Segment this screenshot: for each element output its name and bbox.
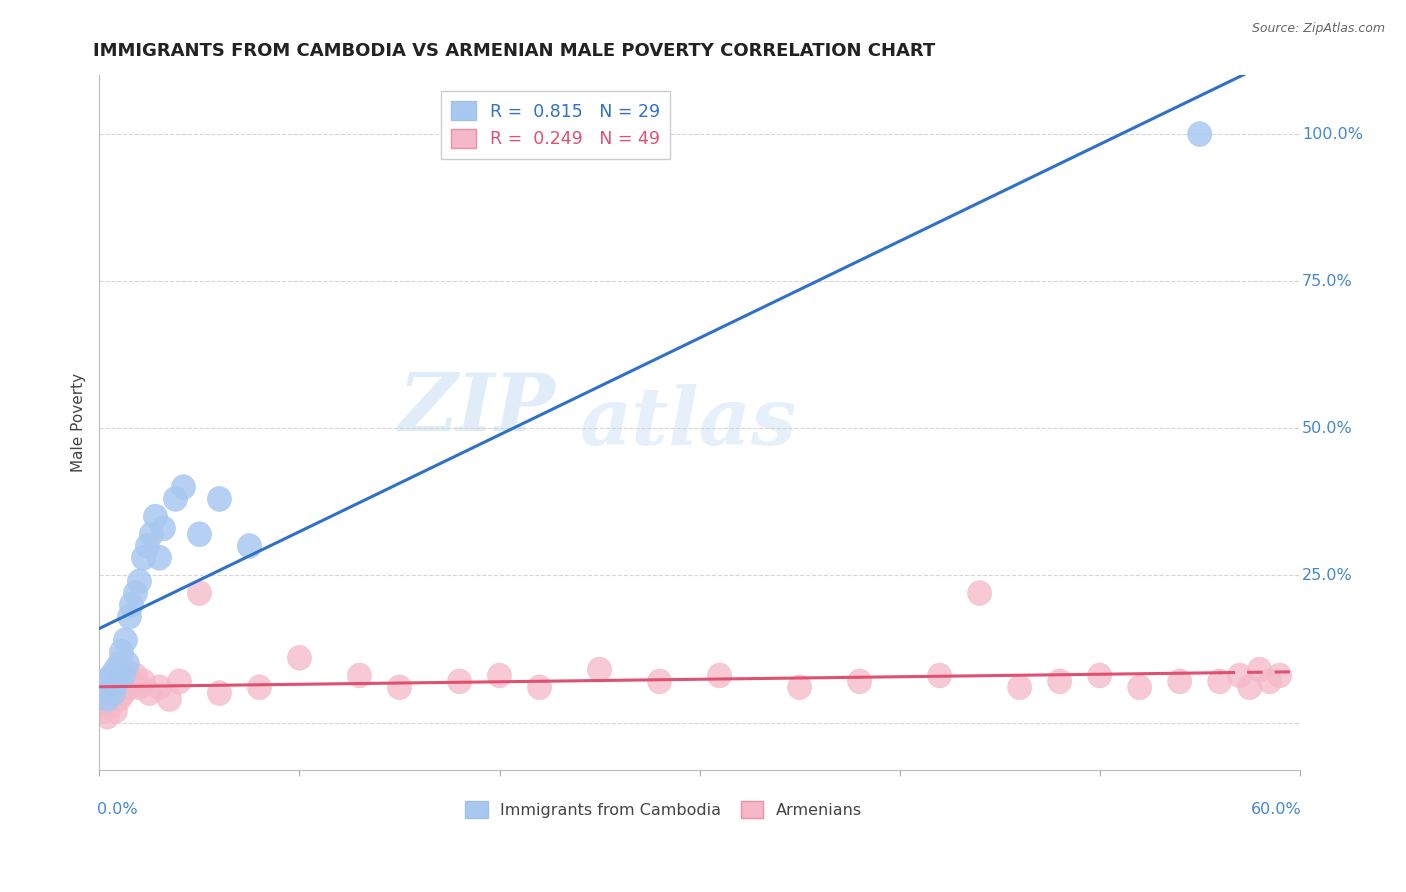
Ellipse shape	[110, 663, 134, 688]
Ellipse shape	[128, 675, 152, 699]
Ellipse shape	[93, 669, 118, 694]
Ellipse shape	[447, 669, 471, 694]
Ellipse shape	[187, 522, 211, 547]
Ellipse shape	[111, 681, 135, 706]
Ellipse shape	[157, 687, 181, 712]
Legend: Immigrants from Cambodia, Armenians: Immigrants from Cambodia, Armenians	[458, 795, 869, 824]
Ellipse shape	[1258, 669, 1282, 694]
Y-axis label: Male Poverty: Male Poverty	[72, 373, 86, 472]
Text: 25.0%: 25.0%	[1302, 568, 1353, 583]
Text: ZIP: ZIP	[399, 370, 555, 447]
Ellipse shape	[488, 663, 512, 688]
Ellipse shape	[1128, 675, 1152, 699]
Ellipse shape	[208, 486, 232, 511]
Ellipse shape	[107, 651, 131, 676]
Ellipse shape	[139, 522, 163, 547]
Text: 0.0%: 0.0%	[97, 802, 138, 817]
Ellipse shape	[527, 675, 551, 699]
Ellipse shape	[131, 545, 156, 570]
Ellipse shape	[238, 533, 262, 558]
Ellipse shape	[707, 663, 731, 688]
Text: 75.0%: 75.0%	[1302, 274, 1353, 289]
Ellipse shape	[208, 681, 232, 706]
Ellipse shape	[588, 657, 612, 682]
Ellipse shape	[124, 663, 148, 688]
Ellipse shape	[135, 533, 159, 558]
Text: IMMIGRANTS FROM CAMBODIA VS ARMENIAN MALE POVERTY CORRELATION CHART: IMMIGRANTS FROM CAMBODIA VS ARMENIAN MAL…	[93, 42, 935, 60]
Ellipse shape	[100, 663, 124, 688]
Ellipse shape	[104, 698, 128, 723]
Ellipse shape	[967, 581, 991, 606]
Ellipse shape	[1088, 663, 1112, 688]
Ellipse shape	[96, 705, 120, 729]
Ellipse shape	[1227, 663, 1251, 688]
Ellipse shape	[131, 669, 156, 694]
Ellipse shape	[110, 640, 134, 665]
Ellipse shape	[648, 669, 672, 694]
Ellipse shape	[1008, 675, 1032, 699]
Ellipse shape	[167, 669, 191, 694]
Ellipse shape	[91, 681, 115, 706]
Ellipse shape	[101, 681, 125, 706]
Ellipse shape	[1047, 669, 1071, 694]
Ellipse shape	[91, 698, 115, 723]
Ellipse shape	[1188, 121, 1212, 146]
Ellipse shape	[115, 651, 139, 676]
Text: atlas: atlas	[579, 384, 797, 461]
Ellipse shape	[347, 663, 371, 688]
Ellipse shape	[111, 663, 135, 688]
Ellipse shape	[148, 545, 172, 570]
Ellipse shape	[1237, 675, 1261, 699]
Ellipse shape	[1208, 669, 1232, 694]
Ellipse shape	[1247, 657, 1271, 682]
Ellipse shape	[93, 687, 118, 712]
Text: Source: ZipAtlas.com: Source: ZipAtlas.com	[1251, 22, 1385, 36]
Ellipse shape	[148, 675, 172, 699]
Ellipse shape	[287, 646, 312, 670]
Ellipse shape	[97, 681, 121, 706]
Ellipse shape	[848, 669, 872, 694]
Ellipse shape	[97, 675, 121, 699]
Ellipse shape	[247, 675, 271, 699]
Ellipse shape	[787, 675, 811, 699]
Ellipse shape	[120, 669, 143, 694]
Ellipse shape	[124, 581, 148, 606]
Ellipse shape	[104, 657, 128, 682]
Ellipse shape	[100, 692, 124, 717]
Text: 50.0%: 50.0%	[1302, 421, 1353, 436]
Ellipse shape	[107, 687, 131, 712]
Ellipse shape	[118, 675, 142, 699]
Ellipse shape	[1167, 669, 1192, 694]
Ellipse shape	[1268, 663, 1292, 688]
Text: 60.0%: 60.0%	[1251, 802, 1302, 817]
Ellipse shape	[96, 687, 120, 712]
Ellipse shape	[928, 663, 952, 688]
Ellipse shape	[114, 657, 138, 682]
Ellipse shape	[105, 669, 129, 694]
Text: 100.0%: 100.0%	[1302, 127, 1362, 142]
Ellipse shape	[152, 516, 176, 541]
Ellipse shape	[120, 592, 143, 617]
Ellipse shape	[172, 475, 195, 500]
Ellipse shape	[388, 675, 412, 699]
Ellipse shape	[163, 486, 187, 511]
Ellipse shape	[101, 675, 125, 699]
Ellipse shape	[105, 669, 129, 694]
Ellipse shape	[128, 569, 152, 594]
Ellipse shape	[118, 604, 142, 629]
Ellipse shape	[90, 692, 114, 717]
Ellipse shape	[114, 628, 138, 653]
Ellipse shape	[143, 504, 167, 529]
Ellipse shape	[138, 681, 162, 706]
Ellipse shape	[187, 581, 211, 606]
